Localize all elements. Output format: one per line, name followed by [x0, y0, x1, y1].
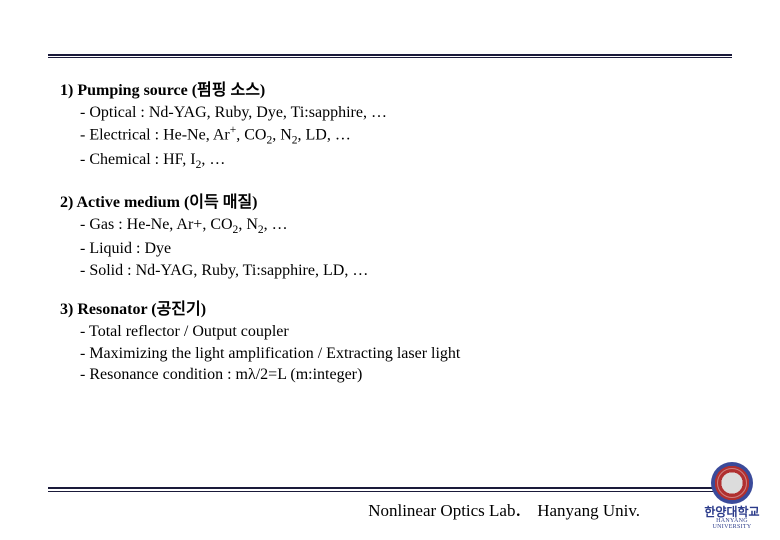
- section-heading: 3) Resonator (공진기): [60, 299, 720, 321]
- section-items: - Total reflector / Output coupler - Max…: [60, 321, 720, 386]
- item: - Optical : Nd-YAG, Ruby, Dye, Ti:sapphi…: [80, 102, 720, 124]
- university-logo: 한양대학교 HANYANG UNIVERSITY: [702, 462, 762, 530]
- footer: Nonlinear Optics Lab. Hanyang Univ.: [368, 496, 640, 522]
- footer-univ: Hanyang Univ.: [537, 501, 640, 520]
- item: - Liquid : Dye: [80, 238, 720, 260]
- item: - Maximizing the light amplification / E…: [80, 343, 720, 365]
- item: - Chemical : HF, I2, …: [80, 149, 720, 174]
- top-rule: [48, 54, 732, 58]
- logo-text-kr: 한양대학교: [702, 506, 762, 518]
- section-items: - Gas : He-Ne, Ar+, CO2, N2, … - Liquid …: [60, 214, 720, 282]
- logo-seal-icon: [711, 462, 753, 504]
- section-active-medium: 2) Active medium (이득 매질) - Gas : He-Ne, …: [60, 192, 720, 282]
- footer-lab: Nonlinear Optics Lab: [368, 501, 515, 520]
- item: - Resonance condition : mλ/2=L (m:intege…: [80, 364, 720, 386]
- section-heading: 2) Active medium (이득 매질): [60, 192, 720, 214]
- section-pumping-source: 1) Pumping source (펌핑 소스) - Optical : Nd…: [60, 80, 720, 174]
- item: - Electrical : He-Ne, Ar+, CO2, N2, LD, …: [80, 123, 720, 149]
- item: - Total reflector / Output coupler: [80, 321, 720, 343]
- section-heading: 1) Pumping source (펌핑 소스): [60, 80, 720, 102]
- bottom-rule: [48, 487, 732, 492]
- item: - Solid : Nd-YAG, Ruby, Ti:sapphire, LD,…: [80, 260, 720, 282]
- section-resonator: 3) Resonator (공진기) - Total reflector / O…: [60, 299, 720, 385]
- section-items: - Optical : Nd-YAG, Ruby, Dye, Ti:sapphi…: [60, 102, 720, 174]
- item: - Gas : He-Ne, Ar+, CO2, N2, …: [80, 214, 720, 239]
- logo-text-en: HANYANG UNIVERSITY: [702, 518, 762, 530]
- footer-dot: .: [515, 496, 521, 521]
- slide-content: 1) Pumping source (펌핑 소스) - Optical : Nd…: [60, 80, 720, 404]
